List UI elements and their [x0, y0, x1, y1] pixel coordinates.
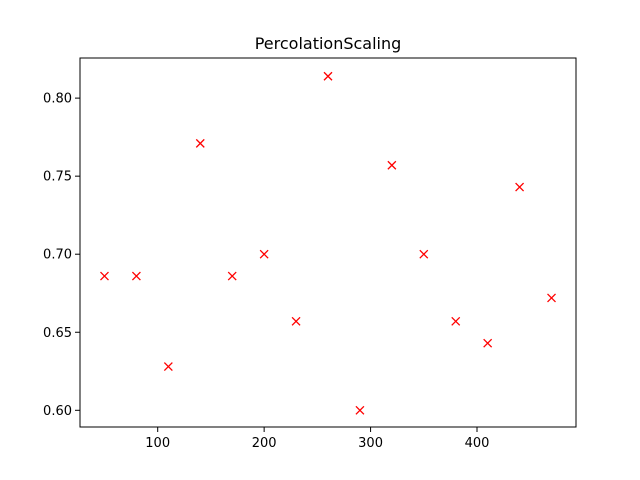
- data-point-x-marker: [419, 249, 429, 259]
- data-point-x-marker: [355, 405, 365, 415]
- x-axis-ticks: 100 200 300 400: [145, 427, 489, 451]
- x-tick-label: 400: [465, 436, 490, 451]
- chart-title: PercolationScaling: [255, 34, 402, 53]
- data-points: [100, 71, 556, 415]
- x-tick-label: 200: [252, 436, 277, 451]
- data-point-x-marker: [131, 271, 141, 281]
- data-point-x-marker: [163, 362, 173, 372]
- y-tick-label: 0.75: [43, 170, 72, 185]
- data-point-x-marker: [195, 138, 205, 148]
- data-point-x-marker: [323, 71, 333, 81]
- data-point-x-marker: [547, 293, 556, 303]
- data-point-x-marker: [291, 316, 301, 326]
- y-tick-label: 0.65: [43, 326, 72, 341]
- y-tick-label: 0.80: [43, 92, 72, 107]
- data-point-x-marker: [451, 316, 461, 326]
- data-point-x-marker: [100, 271, 109, 281]
- plot-area-frame: [79, 57, 577, 428]
- data-point-x-marker: [259, 249, 269, 259]
- y-tick-label: 0.60: [43, 404, 72, 419]
- data-point-x-marker: [227, 271, 237, 281]
- x-tick-label: 300: [358, 436, 383, 451]
- data-point-x-marker: [387, 160, 397, 170]
- data-point-x-marker: [515, 182, 525, 192]
- data-point-x-marker: [483, 338, 493, 348]
- y-tick-label: 0.70: [43, 248, 72, 263]
- y-axis-ticks: 0.60 0.65 0.70 0.75 0.80: [43, 92, 80, 419]
- x-tick-label: 100: [145, 436, 170, 451]
